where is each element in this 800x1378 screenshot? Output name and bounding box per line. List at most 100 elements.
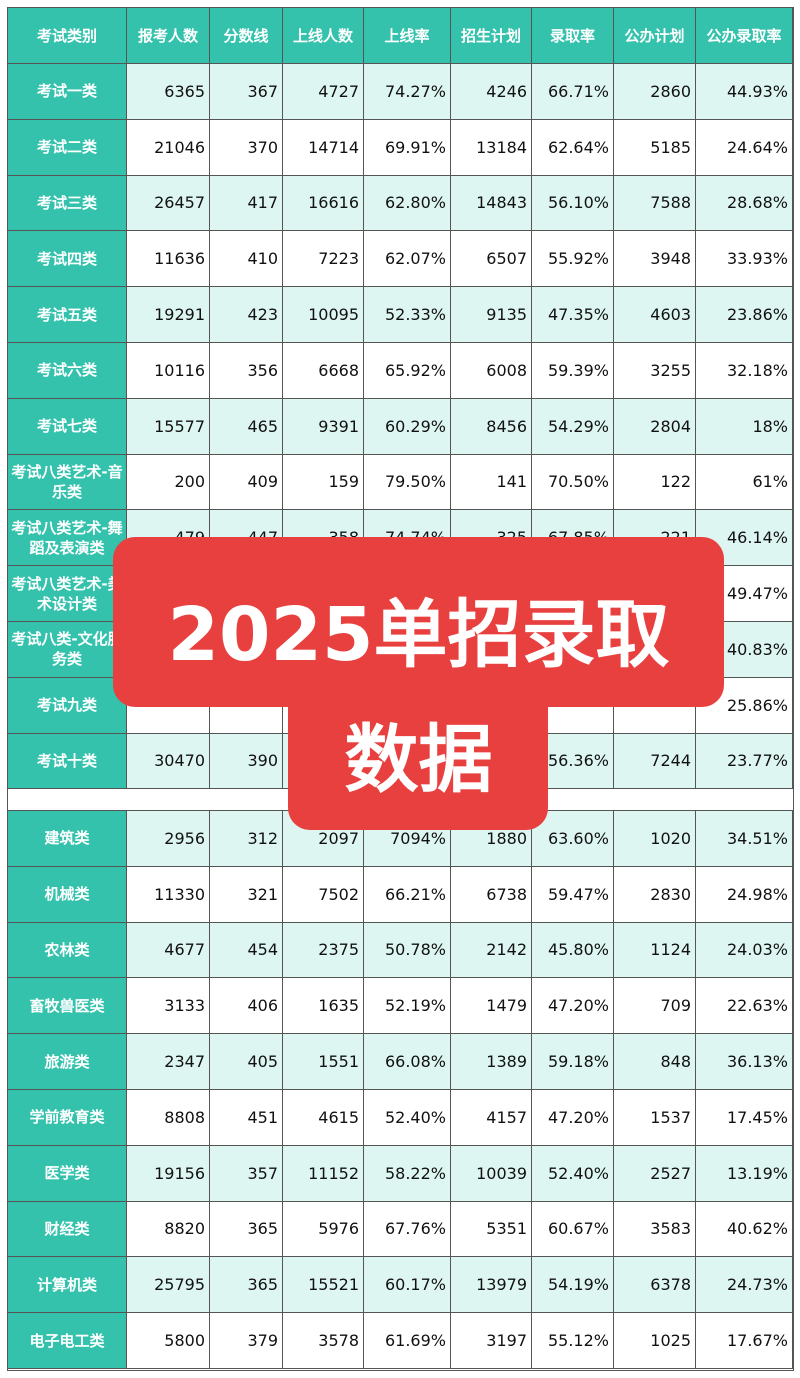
- data-cell: 1389: [451, 1034, 532, 1090]
- data-cell: 58.22%: [364, 1145, 451, 1202]
- data-cell: 14714: [283, 119, 364, 176]
- data-cell: 62.07%: [364, 231, 451, 288]
- row-label: 机械类: [8, 866, 127, 923]
- data-cell: 66.08%: [364, 1034, 451, 1090]
- data-cell: 23.86%: [696, 287, 793, 343]
- data-cell: 11636: [127, 231, 210, 288]
- data-cell: 405: [210, 1034, 283, 1090]
- data-cell: 49.47%: [696, 566, 793, 622]
- data-cell: 2375: [283, 922, 364, 979]
- data-cell: 848: [614, 1034, 696, 1090]
- data-cell: 141: [451, 454, 532, 511]
- row-label: 考试八类-文化服务类: [8, 622, 127, 678]
- header-cell: 公办录取率: [696, 8, 793, 64]
- data-cell: 4603: [614, 287, 696, 343]
- data-cell: 70.50%: [532, 454, 614, 511]
- data-cell: 60.17%: [364, 1257, 451, 1314]
- data-cell: 6668: [283, 343, 364, 399]
- data-cell: 34.51%: [696, 811, 793, 867]
- data-cell: 4727: [283, 64, 364, 120]
- data-cell: 23.77%: [696, 733, 793, 790]
- overlay-title: 数据: [344, 717, 493, 803]
- data-cell: 7223: [283, 231, 364, 288]
- data-cell: 52.40%: [364, 1090, 451, 1146]
- data-cell: 60.67%: [532, 1201, 614, 1258]
- data-cell: 1025: [614, 1313, 696, 1369]
- data-cell: 47.35%: [532, 287, 614, 343]
- data-cell: 2527: [614, 1145, 696, 1202]
- data-cell: 379: [210, 1313, 283, 1369]
- data-cell: 357: [210, 1145, 283, 1202]
- data-cell: 6378: [614, 1257, 696, 1314]
- data-cell: 61%: [696, 454, 793, 511]
- data-cell: 50.78%: [364, 922, 451, 979]
- data-cell: 1537: [614, 1090, 696, 1146]
- data-cell: 28.68%: [696, 175, 793, 232]
- data-cell: 409: [210, 454, 283, 511]
- header-cell: 报考人数: [127, 8, 210, 64]
- data-cell: 13184: [451, 119, 532, 176]
- data-cell: 25795: [127, 1257, 210, 1314]
- data-cell: 66.21%: [364, 866, 451, 923]
- data-cell: 321: [210, 866, 283, 923]
- row-label: 考试九类: [8, 677, 127, 734]
- data-cell: 55.92%: [532, 231, 614, 288]
- data-cell: 4246: [451, 64, 532, 120]
- header-cell: 公办计划: [614, 8, 696, 64]
- row-label: 考试五类: [8, 287, 127, 343]
- data-cell: 19156: [127, 1145, 210, 1202]
- row-label: 学前教育类: [8, 1090, 127, 1146]
- row-label: 财经类: [8, 1201, 127, 1258]
- data-cell: 10039: [451, 1145, 532, 1202]
- row-label: 农林类: [8, 922, 127, 979]
- data-cell: 79.50%: [364, 454, 451, 511]
- data-cell: 61.69%: [364, 1313, 451, 1369]
- data-cell: 22.63%: [696, 978, 793, 1035]
- data-cell: 9391: [283, 398, 364, 455]
- data-cell: 3578: [283, 1313, 364, 1369]
- data-cell: 9135: [451, 287, 532, 343]
- data-cell: 2804: [614, 398, 696, 455]
- data-cell: 45.80%: [532, 922, 614, 979]
- data-cell: 40.62%: [696, 1201, 793, 1258]
- header-cell: 录取率: [532, 8, 614, 64]
- header-cell: 招生计划: [451, 8, 532, 64]
- data-cell: 8808: [127, 1090, 210, 1146]
- data-cell: 66.71%: [532, 64, 614, 120]
- row-label: 电子电工类: [8, 1313, 127, 1369]
- data-cell: 65.92%: [364, 343, 451, 399]
- data-cell: 54.19%: [532, 1257, 614, 1314]
- data-cell: 21046: [127, 119, 210, 176]
- data-cell: 465: [210, 398, 283, 455]
- data-cell: 30470: [127, 733, 210, 790]
- data-cell: 2142: [451, 922, 532, 979]
- data-cell: 1479: [451, 978, 532, 1035]
- data-cell: 44.93%: [696, 64, 793, 120]
- data-cell: 4677: [127, 922, 210, 979]
- data-cell: 2830: [614, 866, 696, 923]
- data-cell: 24.98%: [696, 866, 793, 923]
- data-cell: 2347: [127, 1034, 210, 1090]
- data-cell: 33.93%: [696, 231, 793, 288]
- overlay-title: 2025单招录取: [167, 592, 670, 678]
- data-cell: 11152: [283, 1145, 364, 1202]
- data-cell: 4157: [451, 1090, 532, 1146]
- row-label: 考试十类: [8, 733, 127, 790]
- data-cell: 54.29%: [532, 398, 614, 455]
- data-cell: 5800: [127, 1313, 210, 1369]
- data-cell: 10116: [127, 343, 210, 399]
- row-label: 计算机类: [8, 1257, 127, 1314]
- data-cell: 390: [210, 733, 283, 790]
- data-cell: 1635: [283, 978, 364, 1035]
- overlay-banner: [113, 537, 724, 707]
- data-cell: 2956: [127, 811, 210, 867]
- data-cell: 52.19%: [364, 978, 451, 1035]
- data-cell: 370: [210, 119, 283, 176]
- data-cell: 3948: [614, 231, 696, 288]
- data-cell: 62.64%: [532, 119, 614, 176]
- data-cell: 3133: [127, 978, 210, 1035]
- header-cell: 考试类别: [8, 8, 127, 64]
- data-cell: 423: [210, 287, 283, 343]
- data-cell: 60.29%: [364, 398, 451, 455]
